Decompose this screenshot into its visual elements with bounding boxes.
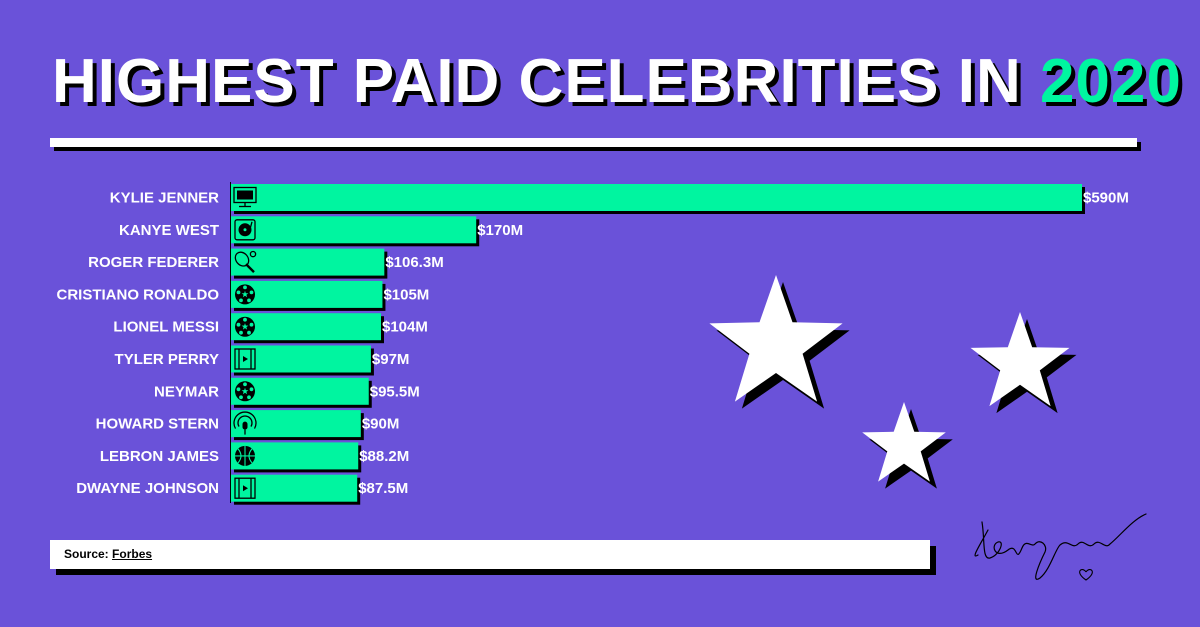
film-icon	[234, 477, 256, 499]
soccer-ball-icon	[235, 316, 255, 337]
value-label: $87.5M	[358, 480, 408, 497]
bar-kylie-jenner	[231, 184, 1082, 211]
category-label: LEBRON JAMES	[100, 448, 219, 465]
bar-tyler-perry	[231, 345, 371, 373]
star-small	[862, 402, 946, 482]
source-note: Source: Forbes	[50, 540, 930, 569]
monitor-icon	[233, 186, 257, 208]
soccer-ball-icon	[235, 381, 255, 402]
star-medium	[970, 312, 1070, 407]
value-label: $97M	[372, 351, 410, 368]
podcast-icon	[233, 411, 257, 435]
value-label: $105M	[383, 286, 429, 303]
film-icon	[234, 348, 256, 370]
star-large	[709, 275, 843, 402]
bar-kanye-west	[231, 216, 477, 244]
value-label: $170M	[477, 222, 523, 239]
title-year: 2020	[1039, 47, 1182, 116]
bar-dwayne-johnson	[231, 474, 358, 502]
chart-title: HIGHEST PAID CELEBRITIES IN 2020	[52, 44, 1182, 120]
value-label: $106.3M	[385, 254, 443, 271]
title-main: HIGHEST PAID CELEBRITIES IN	[52, 47, 1022, 116]
value-label: $104M	[382, 319, 428, 336]
title-divider	[50, 138, 1137, 147]
value-label: $95.5M	[370, 383, 420, 400]
bar-cristiano-ronaldo	[231, 280, 383, 308]
category-label: NEYMAR	[154, 383, 219, 400]
category-label: KANYE WEST	[119, 222, 219, 239]
category-label: HOWARD STERN	[96, 416, 219, 433]
basketball-icon	[235, 445, 255, 466]
category-label: DWAYNE JOHNSON	[76, 480, 219, 497]
value-label: $590M	[1083, 190, 1129, 207]
value-label: $90M	[362, 416, 400, 433]
decorative-stars	[709, 275, 1077, 489]
category-label: CRISTIANO RONALDO	[57, 286, 220, 303]
category-label: TYLER PERRY	[115, 351, 219, 368]
category-label: ROGER FEDERER	[88, 254, 219, 271]
value-label: $88.2M	[359, 448, 409, 465]
signature	[974, 513, 1147, 581]
soccer-ball-icon	[235, 284, 255, 305]
tennis-icon	[234, 250, 257, 273]
category-label: KYLIE JENNER	[110, 190, 219, 207]
category-label: LIONEL MESSI	[113, 319, 219, 336]
bar-roger-federer	[231, 248, 385, 276]
source-label: Source:	[64, 547, 109, 561]
source-link[interactable]: Forbes	[112, 547, 153, 561]
bar-lionel-messi	[231, 313, 382, 341]
chart-bars: KYLIE JENNER $590M KANYE WEST $170M ROGER FE…	[57, 184, 1129, 505]
turntable-icon	[234, 219, 256, 241]
